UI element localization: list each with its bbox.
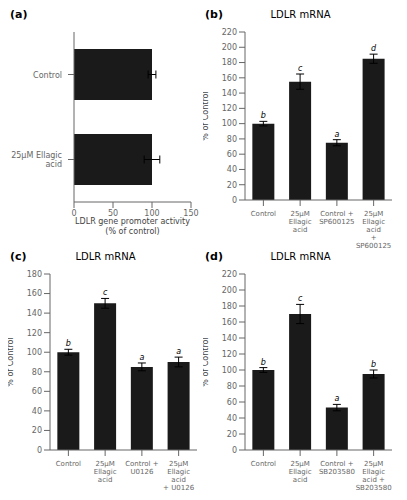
svg-text:25μMEllagicacid +SB203580: 25μMEllagicacid +SB203580 bbox=[356, 460, 392, 492]
svg-text:220: 220 bbox=[222, 28, 237, 37]
svg-text:100: 100 bbox=[27, 348, 42, 357]
svg-text:140: 140 bbox=[222, 89, 237, 98]
svg-text:25μMEllagicacid: 25μMEllagicacid bbox=[94, 460, 117, 484]
svg-text:0: 0 bbox=[37, 446, 42, 455]
svg-text:50: 50 bbox=[108, 209, 118, 218]
svg-text:b: b bbox=[66, 339, 71, 348]
svg-text:Control: Control bbox=[251, 460, 276, 468]
svg-text:20: 20 bbox=[227, 181, 237, 190]
svg-text:80: 80 bbox=[227, 382, 237, 391]
svg-text:c: c bbox=[298, 64, 303, 73]
svg-text:40: 40 bbox=[32, 407, 42, 416]
html-text:(c): (c) bbox=[10, 250, 27, 263]
svg-text:a: a bbox=[334, 394, 339, 403]
svg-text:b: b bbox=[371, 360, 376, 369]
svg-text:120: 120 bbox=[222, 104, 237, 113]
svg-text:80: 80 bbox=[227, 135, 237, 144]
svg-text:140: 140 bbox=[222, 334, 237, 343]
svg-text:Control: Control bbox=[251, 210, 276, 218]
svg-text:a: a bbox=[176, 347, 181, 356]
html-text:LDLR mRNA: LDLR mRNA bbox=[270, 9, 331, 20]
svg-text:d: d bbox=[371, 44, 377, 53]
svg-text:60: 60 bbox=[32, 387, 42, 396]
svg-text:20: 20 bbox=[32, 426, 42, 435]
svg-text:% of Control: % of Control bbox=[203, 337, 210, 386]
svg-text:25μMEllagicacid: 25μMEllagicacid bbox=[289, 460, 312, 484]
svg-text:a: a bbox=[334, 130, 339, 139]
svg-text:220: 220 bbox=[222, 270, 237, 279]
svg-text:140: 140 bbox=[27, 309, 42, 318]
svg-text:100: 100 bbox=[222, 366, 237, 375]
svg-text:25μMEllagicacid+ U0126: 25μMEllagicacid+ U0126 bbox=[163, 460, 195, 492]
html-text:LDLR mRNA: LDLR mRNA bbox=[270, 251, 331, 262]
svg-text:Control: Control bbox=[56, 460, 81, 468]
svg-text:0: 0 bbox=[232, 196, 237, 205]
svg-text:Control +U0126: Control +U0126 bbox=[125, 460, 159, 476]
svg-text:180: 180 bbox=[222, 58, 237, 67]
svg-text:25μMEllagicacid: 25μMEllagicacid bbox=[289, 210, 312, 234]
svg-text:c: c bbox=[298, 294, 303, 303]
svg-text:120: 120 bbox=[27, 329, 42, 338]
svg-text:100: 100 bbox=[144, 209, 159, 218]
svg-text:0: 0 bbox=[232, 446, 237, 455]
svg-text:a: a bbox=[139, 353, 144, 362]
html-text:(d): (d) bbox=[205, 250, 223, 263]
svg-text:40: 40 bbox=[227, 165, 237, 174]
svg-text:Control +SB203580: Control +SB203580 bbox=[319, 460, 355, 476]
svg-text:b: b bbox=[261, 358, 266, 367]
svg-text:180: 180 bbox=[222, 302, 237, 311]
html-text:(b): (b) bbox=[205, 8, 223, 21]
svg-text:Control: Control bbox=[33, 71, 62, 80]
html-text:(a): (a) bbox=[10, 8, 28, 21]
svg-text:120: 120 bbox=[222, 350, 237, 359]
svg-text:60: 60 bbox=[227, 150, 237, 159]
svg-text:160: 160 bbox=[27, 289, 42, 298]
svg-text:c: c bbox=[103, 288, 108, 297]
svg-text:200: 200 bbox=[222, 286, 237, 295]
svg-text:80: 80 bbox=[32, 368, 42, 377]
svg-text:180: 180 bbox=[27, 270, 42, 279]
svg-text:150: 150 bbox=[183, 209, 198, 218]
svg-text:b: b bbox=[261, 111, 266, 120]
svg-text:160: 160 bbox=[222, 74, 237, 83]
svg-text:160: 160 bbox=[222, 318, 237, 327]
svg-text:Control +SP600125: Control +SP600125 bbox=[319, 210, 354, 226]
svg-text:0: 0 bbox=[71, 209, 76, 218]
svg-text:40: 40 bbox=[227, 414, 237, 423]
svg-text:20: 20 bbox=[227, 430, 237, 439]
html-text:LDLR mRNA: LDLR mRNA bbox=[75, 251, 136, 262]
svg-text:200: 200 bbox=[222, 43, 237, 52]
svg-text:25μMEllagicacid+SP600125: 25μMEllagicacid+SP600125 bbox=[356, 210, 391, 250]
svg-text:100: 100 bbox=[222, 119, 237, 128]
svg-text:% of Control: % of Control bbox=[203, 91, 210, 140]
svg-text:25μM Ellagicacid: 25μM Ellagicacid bbox=[11, 151, 62, 169]
svg-text:LDLR gene promoter activity(%: LDLR gene promoter activity(% of control… bbox=[75, 217, 190, 236]
svg-text:60: 60 bbox=[227, 398, 237, 407]
svg-text:% of Control: % of Control bbox=[8, 337, 15, 386]
